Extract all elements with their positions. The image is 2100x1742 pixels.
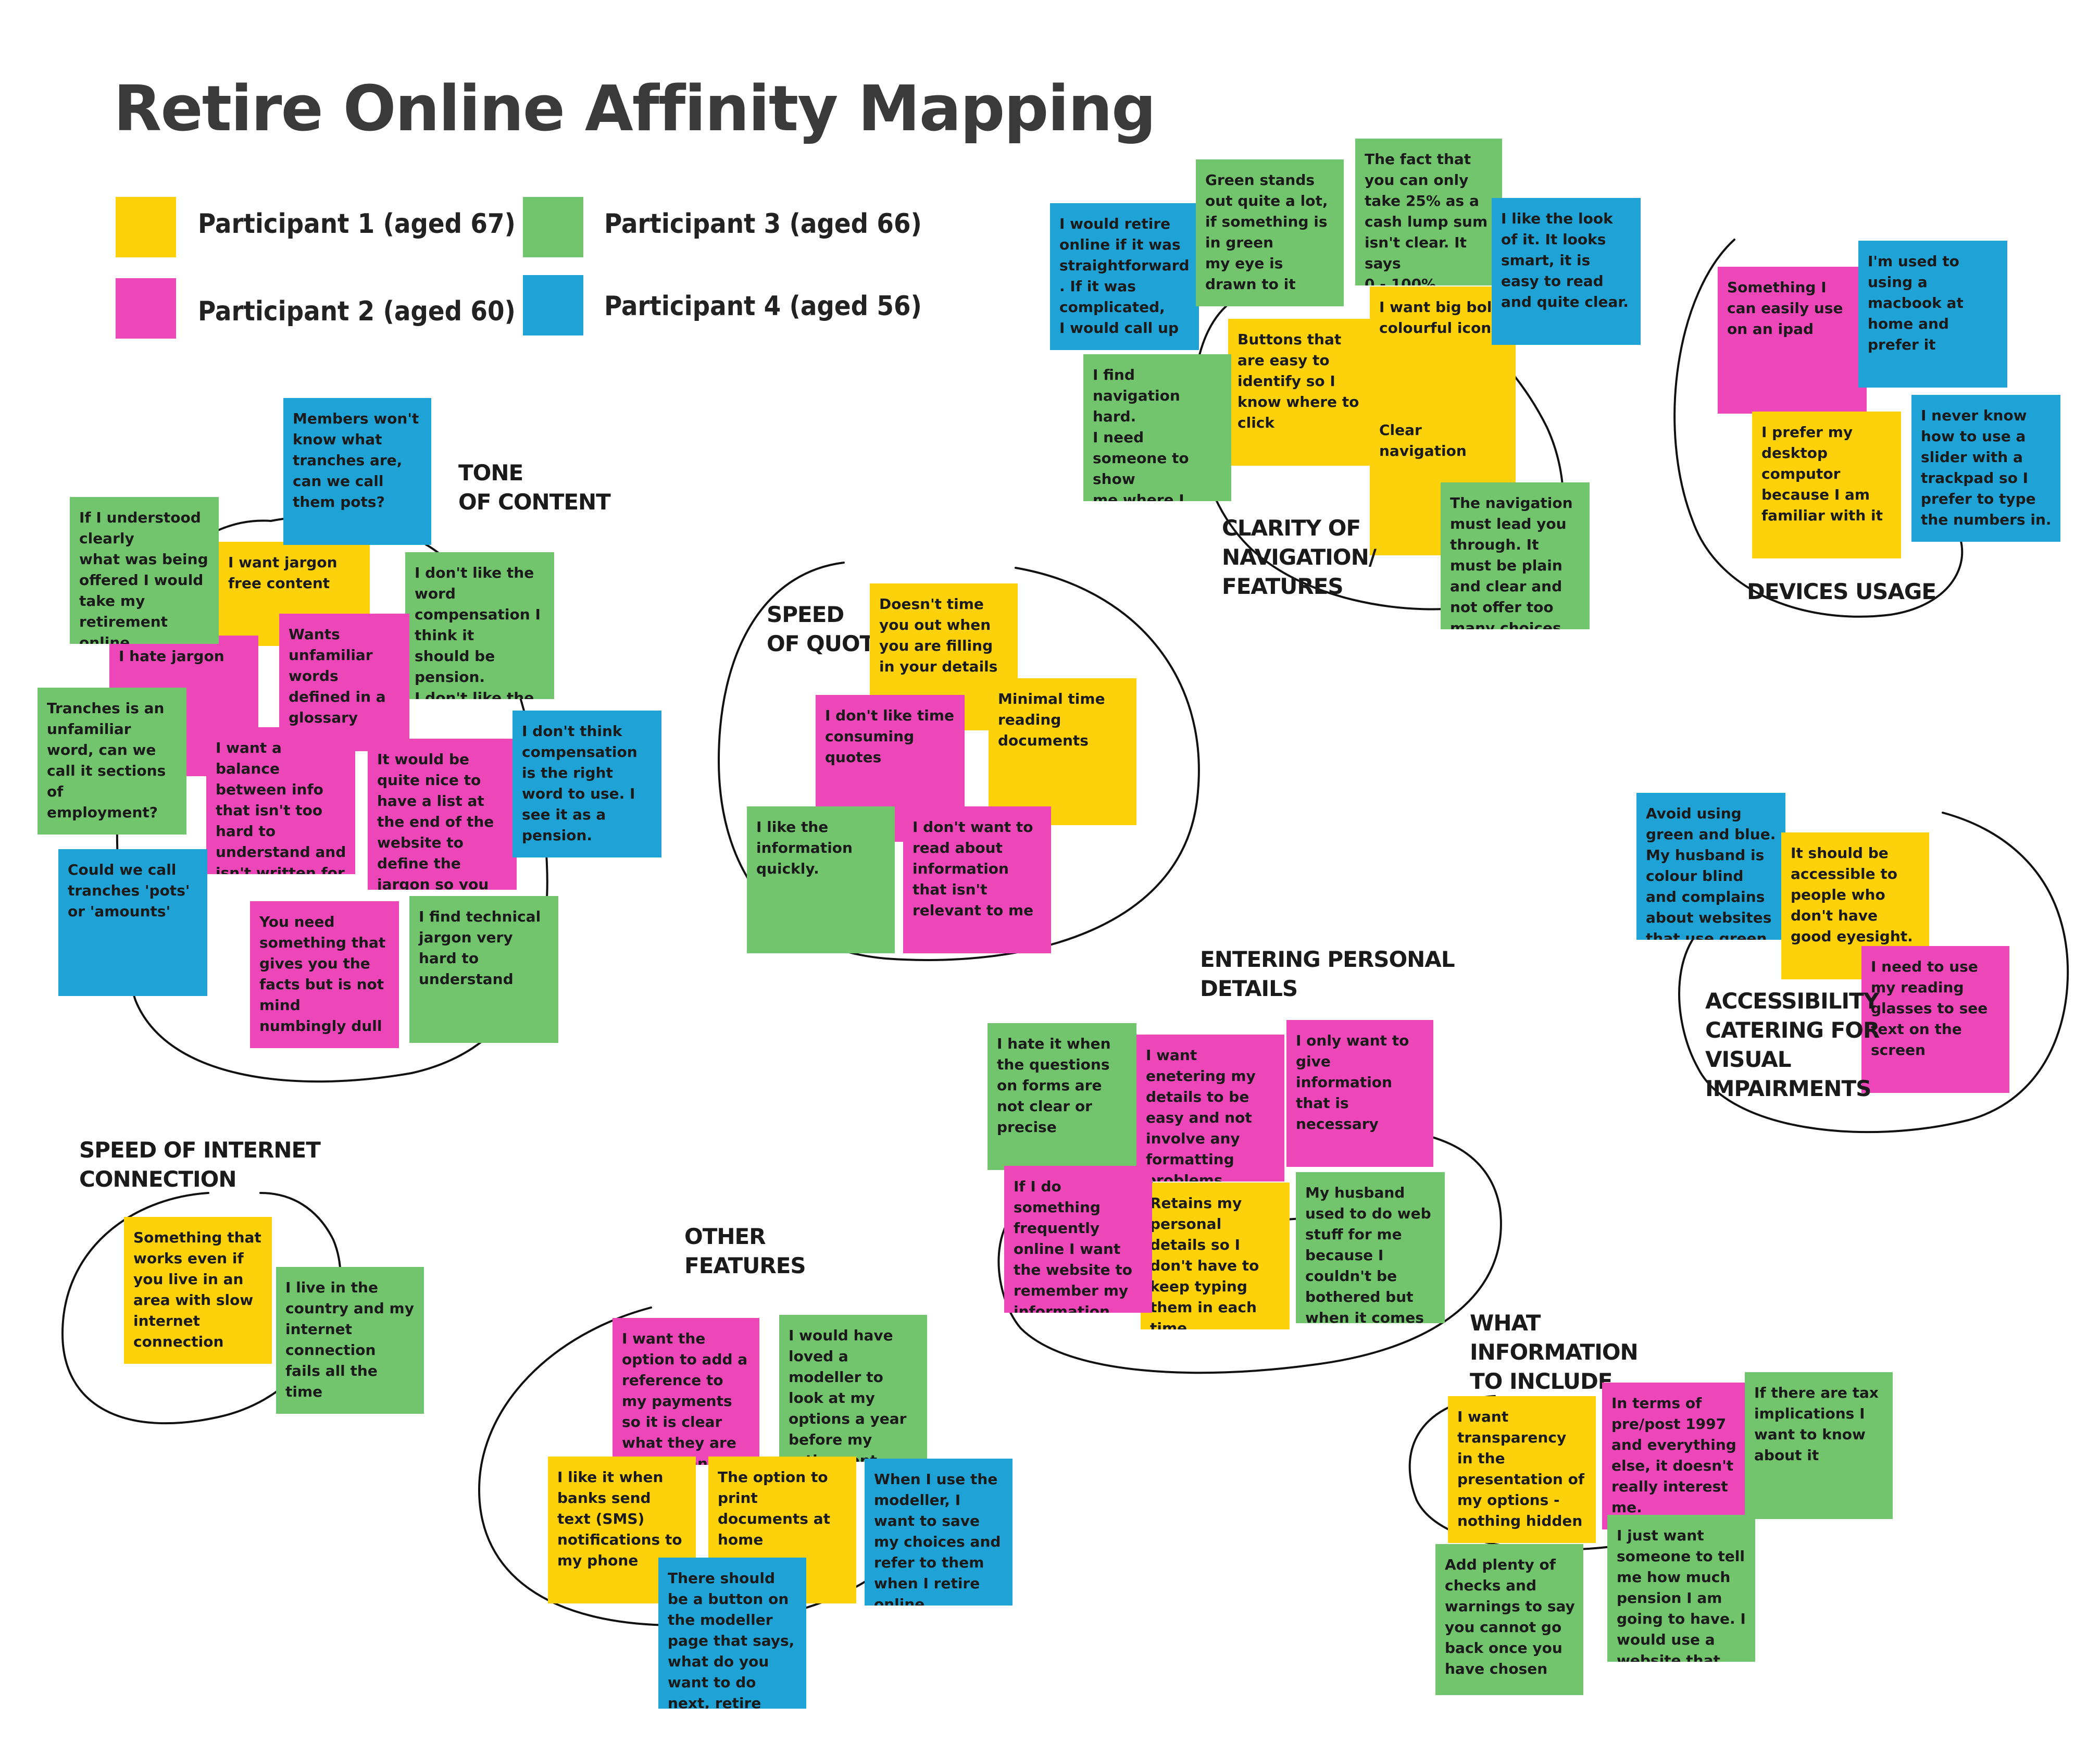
sticky-note: I want transparency in the presentation … — [1448, 1396, 1596, 1543]
group-label-personal: ENTERING PERSONAL DETAILS — [1200, 947, 1455, 1001]
sticky-note: Tranches is an unfamiliar word, can we c… — [38, 688, 186, 835]
sticky-note: It would be quite nice to have a list at… — [368, 739, 517, 890]
sticky-note: I find technical jargon very hard to und… — [409, 896, 558, 1043]
sticky-note: If I understood clearly what was being o… — [70, 497, 219, 644]
sticky-note: Retains my personal details so I don't h… — [1141, 1183, 1290, 1329]
sticky-note: In terms of pre/post 1997 and everything… — [1602, 1383, 1750, 1529]
sticky-note: I never know how to use a slider with a … — [1911, 395, 2060, 542]
sticky-note: I don't want to read about information t… — [903, 806, 1051, 953]
sticky-note: I want a balance between info that isn't… — [206, 727, 355, 874]
sticky-note: I like the look of it. It looks smart, i… — [1492, 198, 1641, 345]
legend-label-participant-4: Participant 4 (aged 56) — [604, 291, 922, 322]
sticky-note: Add plenty of checks and warnings to say… — [1435, 1544, 1583, 1695]
legend-swatch-participant-2 — [116, 278, 176, 339]
legend-label-participant-2: Participant 2 (aged 60) — [198, 296, 516, 327]
sticky-note: I would have loved a modeller to look at… — [779, 1315, 927, 1462]
sticky-note: I would retire online if it was straight… — [1050, 203, 1199, 350]
group-label-speed-quote: SPEED OF QUOTE — [767, 602, 889, 656]
sticky-note: I hate it when the questions on forms ar… — [988, 1023, 1136, 1170]
sticky-note: Avoid using green and blue. My husband i… — [1636, 793, 1785, 940]
sticky-note: I'm used to using a macbook at home and … — [1858, 241, 2007, 388]
legend-label-participant-3: Participant 3 (aged 66) — [604, 208, 922, 240]
internet-outline — [61, 1192, 342, 1425]
sticky-note: Something I can easily use on an ipad — [1718, 267, 1867, 414]
group-label-internet: SPEED OF INTERNET CONNECTION — [79, 1137, 321, 1192]
group-label-devices: DEVICES USAGE — [1747, 579, 1936, 604]
sticky-note: Buttons that are easy to identify so I k… — [1228, 319, 1370, 466]
sticky-note: I only want to give information that is … — [1286, 1020, 1433, 1167]
sticky-note: There should be a button on the modeller… — [658, 1558, 806, 1709]
sticky-note: The navigation must lead you through. It… — [1441, 482, 1590, 629]
legend-swatch-participant-4 — [523, 275, 583, 335]
group-label-navigation: CLARITY OF NAVIGATION/ FEATURES — [1222, 515, 1377, 599]
sticky-note: I want the option to add a reference to … — [612, 1318, 759, 1465]
group-label-accessibility: ACCESSIBILITY CATERING FOR VISUAL IMPAIR… — [1705, 988, 1880, 1101]
sticky-note: Green stands out quite a lot, if somethi… — [1196, 159, 1344, 306]
board-title: Retire Online Affinity Mapping — [114, 73, 1156, 145]
sticky-note: I find navigation hard. I need someone t… — [1083, 354, 1231, 501]
group-label-info: WHAT INFORMATION TO INCLUDE — [1470, 1310, 1639, 1394]
sticky-note: Members won't know what tranches are, ca… — [283, 398, 431, 545]
sticky-note: Minimal time reading documents — [989, 678, 1136, 825]
devices-outline — [1673, 239, 1964, 618]
sticky-note: I like the information quickly. — [747, 806, 895, 953]
sticky-note: I need to use my reading glasses to see … — [1861, 946, 2009, 1093]
sticky-note: I live in the country and my internet co… — [276, 1267, 424, 1414]
legend-swatch-participant-1 — [116, 197, 176, 257]
sticky-note: I just want someone to tell me how much … — [1607, 1515, 1755, 1662]
sticky-note: If there are tax implications I want to … — [1745, 1372, 1893, 1519]
group-label-tone: TONE OF CONTENT — [458, 460, 611, 515]
sticky-note: When I use the modeller, I want to save … — [865, 1459, 1013, 1606]
group-label-other: OTHER FEATURES — [684, 1224, 806, 1278]
sticky-note: I prefer my desktop computor because I a… — [1752, 412, 1901, 558]
sticky-note: I want enetering my details to be easy a… — [1136, 1035, 1284, 1181]
sticky-note: Could we call tranches 'pots' or 'amount… — [58, 849, 207, 996]
legend-label-participant-1: Participant 1 (aged 67) — [198, 208, 516, 240]
sticky-note: I don't like the word compensation I thi… — [405, 552, 554, 699]
sticky-note: My husband used to do web stuff for me b… — [1296, 1172, 1445, 1323]
personal-outline — [997, 1128, 1502, 1374]
sticky-note: I don't think compensation is the right … — [512, 711, 661, 857]
sticky-note: Something that works even if you live in… — [124, 1217, 272, 1364]
speed-quote-outline — [717, 562, 1200, 961]
sticky-note: The fact that you can only take 25% as a… — [1355, 139, 1502, 285]
legend-swatch-participant-3 — [523, 197, 583, 257]
sticky-note: You need something that gives you the fa… — [250, 901, 399, 1048]
accessibility-outline — [1678, 812, 2069, 1134]
sticky-note: If I do something frequently online I wa… — [1004, 1166, 1152, 1313]
